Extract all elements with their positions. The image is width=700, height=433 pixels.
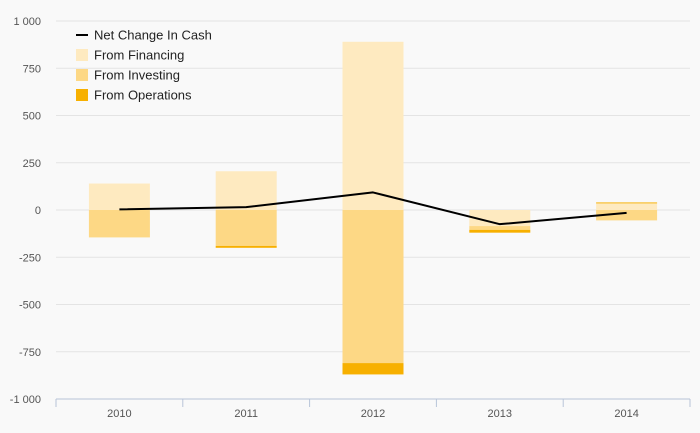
bar-from-operations-2012 bbox=[342, 363, 404, 375]
x-tick-label-2011: 2011 bbox=[234, 408, 258, 420]
axes: -1 000 -750 -500 -250 0 250 500 750 1 000 2010 201… bbox=[10, 16, 691, 420]
bar-from-financing-2012 bbox=[342, 41, 404, 210]
bar-from-operations-2014 bbox=[596, 202, 658, 204]
legend-swatch-from-financing bbox=[76, 49, 88, 61]
y-tick-label: 250 bbox=[23, 158, 41, 170]
bar-from-investing-2014 bbox=[596, 210, 658, 221]
bar-from-investing-2012 bbox=[342, 210, 404, 364]
y-tick-label: 0 bbox=[35, 205, 41, 217]
bar-from-investing-2013 bbox=[469, 226, 531, 230]
legend-label-from-financing: From Financing bbox=[94, 48, 184, 63]
bar-from-investing-2010 bbox=[88, 210, 150, 238]
x-tick-label-2012: 2012 bbox=[361, 408, 385, 420]
bar-from-financing-2014 bbox=[596, 203, 658, 210]
legend-swatch-from-operations bbox=[76, 89, 88, 101]
legend-label-from-operations: From Operations bbox=[94, 88, 192, 103]
bar-series bbox=[88, 41, 658, 375]
x-tick-label-2014: 2014 bbox=[614, 408, 638, 420]
bar-from-financing-2011 bbox=[215, 171, 277, 210]
y-tick-label: -750 bbox=[19, 347, 41, 359]
legend-label-net-change-in-cash: Net Change In Cash bbox=[94, 28, 212, 43]
bar-from-financing-2010 bbox=[88, 183, 150, 210]
bar-from-operations-2011 bbox=[215, 245, 277, 248]
y-tick-label: -1 000 bbox=[10, 394, 41, 406]
x-tick-label-2010: 2010 bbox=[107, 408, 131, 420]
y-tick-label: 1 000 bbox=[13, 16, 41, 28]
legend-label-from-investing: From Investing bbox=[94, 68, 180, 83]
line-series bbox=[119, 191, 627, 226]
bar-from-investing-2011 bbox=[215, 210, 277, 246]
x-tick-label-2013: 2013 bbox=[488, 408, 512, 420]
bar-from-operations-2013 bbox=[469, 229, 531, 233]
y-tick-label: -250 bbox=[19, 252, 41, 264]
legend: Net Change In Cash From Financing From Inv… bbox=[76, 28, 212, 103]
y-tick-label: 750 bbox=[23, 63, 41, 75]
legend-swatch-from-investing bbox=[76, 69, 88, 81]
y-tick-label: 500 bbox=[23, 111, 41, 123]
line-net-change-in-cash bbox=[119, 191, 627, 226]
y-tick-label: -500 bbox=[19, 300, 41, 312]
